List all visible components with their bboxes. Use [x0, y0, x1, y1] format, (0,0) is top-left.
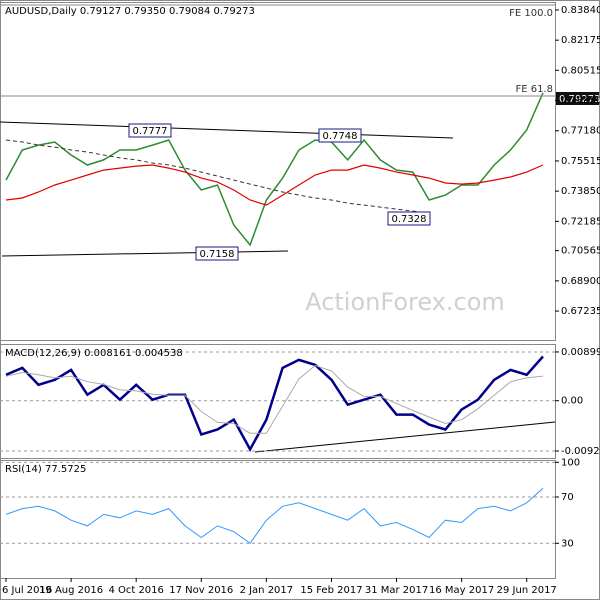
y-tick-label: 0.68900 [561, 276, 600, 287]
y-tick-label: 0.82175 [561, 35, 600, 46]
y-tick-label: 0.72185 [561, 216, 600, 227]
y-tick-label: 0.78850 [561, 95, 600, 106]
level-label: 0.7158 [195, 246, 239, 261]
level-text: 0.7328 [392, 214, 427, 225]
y-tick-label: 0.77180 [561, 126, 600, 137]
panel-title: MACD(12,26,9) 0.008161 0.004538 [5, 348, 183, 359]
series-line [5, 364, 544, 434]
panel-title: RSI(14) 77.5725 [5, 464, 86, 475]
panel-title: AUDUSD,Daily 0.79127 0.79350 0.79084 0.7… [5, 6, 255, 17]
y-tick-label: 0.008992 [561, 347, 600, 358]
y-tick-label: 0.70565 [561, 246, 600, 257]
price-panel [0, 2, 556, 341]
level-label: 0.7748 [318, 128, 362, 143]
fe-label: FE 61.8 [515, 84, 553, 95]
y-tick-label: 0.67235 [561, 306, 600, 317]
level-text: 0.7158 [200, 249, 235, 260]
trend-line [0, 121, 454, 139]
x-tick-label: 2 Jan 2017 [240, 585, 294, 596]
y-tick-label: 100 [561, 457, 580, 468]
series-line [5, 355, 544, 453]
y-tick-label: 70 [561, 492, 574, 503]
x-tick-label: 6 Jul 2016 [2, 585, 52, 596]
price-box [556, 92, 599, 105]
series-line [5, 92, 544, 247]
level-text: 0.7748 [323, 131, 358, 142]
series-line [5, 164, 544, 206]
x-tick-label: 16 May 2017 [429, 585, 494, 596]
y-tick-label: 30 [561, 538, 574, 549]
y-tick-label: 0.75515 [561, 156, 600, 167]
x-tick-label: 4 Oct 2016 [108, 585, 163, 596]
x-tick-label: 31 Mar 2017 [365, 585, 428, 596]
trend-line [1, 250, 289, 257]
y-tick-label: 0.00 [561, 396, 583, 407]
trend-line [254, 421, 556, 453]
price-box-text: 0.79273 [559, 94, 600, 105]
level-label: 0.7328 [387, 211, 431, 226]
series-line [5, 139, 430, 214]
y-tick-label: 0.73850 [561, 186, 600, 197]
fe-label: FE 100.0 [509, 8, 553, 19]
series-line [5, 487, 544, 544]
rsi-panel [0, 460, 556, 579]
y-tick-label: -0.009284 [561, 446, 600, 457]
level-text: 0.7777 [133, 126, 168, 137]
level-label: 0.7777 [128, 123, 172, 138]
x-tick-label: 15 Feb 2017 [300, 585, 362, 596]
y-tick-label: 0.80515 [561, 65, 600, 76]
x-tick-label: 19 Aug 2016 [39, 585, 103, 596]
x-tick-label: 17 Nov 2016 [169, 585, 233, 596]
x-tick-label: 29 Jun 2017 [497, 585, 557, 596]
macd-panel [0, 344, 556, 459]
watermark: ActionForex.com [305, 288, 505, 316]
y-tick-label: 0.83840 [561, 5, 600, 16]
